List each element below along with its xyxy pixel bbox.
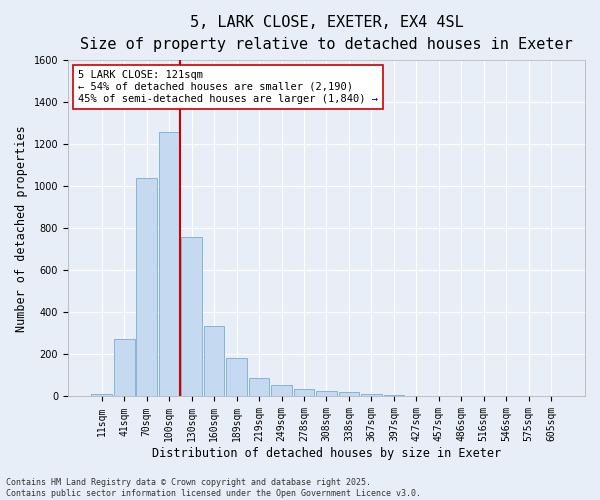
Y-axis label: Number of detached properties: Number of detached properties — [15, 125, 28, 332]
Bar — [316, 391, 337, 396]
Bar — [338, 392, 359, 396]
Bar — [136, 178, 157, 396]
Text: Contains HM Land Registry data © Crown copyright and database right 2025.
Contai: Contains HM Land Registry data © Crown c… — [6, 478, 421, 498]
Bar — [114, 338, 134, 396]
Bar — [271, 385, 292, 396]
Bar — [204, 326, 224, 396]
Bar — [361, 394, 382, 396]
Title: 5, LARK CLOSE, EXETER, EX4 4SL
Size of property relative to detached houses in E: 5, LARK CLOSE, EXETER, EX4 4SL Size of p… — [80, 15, 573, 52]
Text: 5 LARK CLOSE: 121sqm
← 54% of detached houses are smaller (2,190)
45% of semi-de: 5 LARK CLOSE: 121sqm ← 54% of detached h… — [78, 70, 378, 104]
Bar — [293, 389, 314, 396]
Bar — [91, 394, 112, 396]
Bar — [226, 358, 247, 397]
Bar — [159, 132, 179, 396]
Bar — [249, 378, 269, 396]
Bar — [181, 237, 202, 396]
X-axis label: Distribution of detached houses by size in Exeter: Distribution of detached houses by size … — [152, 447, 501, 460]
